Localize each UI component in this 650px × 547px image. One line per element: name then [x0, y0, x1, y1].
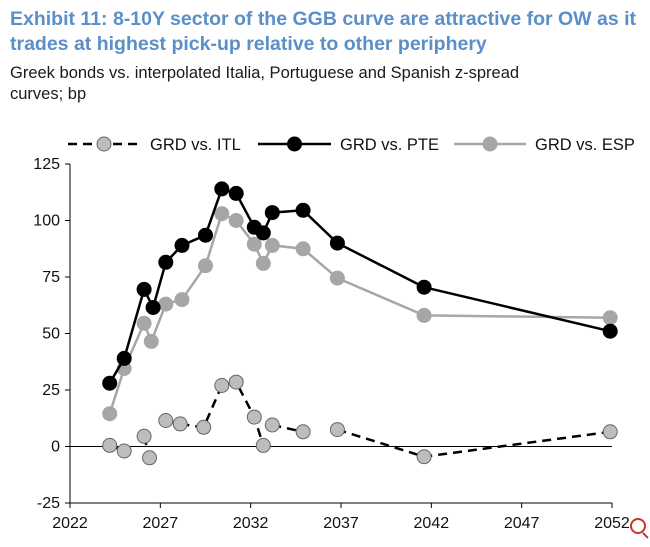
- data-point-grd-vs-pte: [145, 300, 161, 315]
- data-point-grd-vs-itl: [214, 378, 230, 393]
- data-point-grd-vs-pte: [255, 225, 271, 241]
- data-point-grd-vs-pte: [102, 375, 118, 391]
- data-point-grd-vs-pte: [198, 227, 213, 243]
- data-point-grd-vs-itl: [602, 424, 618, 440]
- series-line-grd-vs-pte: [108, 187, 611, 384]
- data-point-grd-vs-itl: [246, 409, 262, 425]
- data-point-grd-vs-itl: [102, 437, 118, 453]
- data-point-grd-vs-pte: [295, 202, 311, 218]
- data-point-grd-vs-itl: [196, 419, 212, 435]
- data-point-grd-vs-pte: [214, 181, 230, 197]
- data-point-grd-vs-itl: [264, 417, 280, 433]
- data-point-grd-vs-itl: [329, 422, 345, 438]
- data-point-grd-vs-esp: [174, 292, 190, 308]
- y-tick-label: 50: [42, 326, 60, 343]
- series-grd-vs-pte: [102, 181, 618, 391]
- data-point-grd-vs-esp: [158, 296, 174, 312]
- data-point-grd-vs-pte: [228, 185, 244, 201]
- y-tick-label: 100: [33, 213, 60, 230]
- y-tick-label: 25: [42, 382, 60, 399]
- x-tick-label: 2022: [52, 515, 88, 532]
- data-point-grd-vs-itl: [158, 413, 174, 428]
- legend-marker: [482, 136, 498, 152]
- data-point-grd-vs-esp: [255, 255, 271, 271]
- chart-subtitle: Greek bonds vs. interpolated Italia, Por…: [10, 63, 640, 105]
- data-point-grd-vs-pte: [264, 205, 280, 221]
- x-tick-label: 2037: [323, 515, 359, 532]
- data-point-grd-vs-itl: [142, 450, 157, 466]
- data-point-grd-vs-pte: [136, 281, 152, 297]
- chart-axes: -25 0 25 50 75 100 125 2022 2027 2032 2037 2042 2047…: [33, 156, 630, 532]
- x-tick-label: 2032: [233, 515, 269, 532]
- data-point-grd-vs-itl: [416, 449, 432, 465]
- x-tick-label: 2052: [594, 515, 630, 532]
- data-point-grd-vs-itl: [136, 428, 152, 444]
- chart-title: Exhibit 11: 8-10Y sector of the GGB curv…: [10, 7, 640, 57]
- x-tick-label: 2042: [414, 515, 450, 532]
- data-point-grd-vs-esp: [329, 270, 345, 286]
- legend-item-grd-vs-itl: GRD vs. ITL: [68, 136, 241, 154]
- data-point-grd-vs-itl: [295, 424, 311, 440]
- data-point-grd-vs-esp: [198, 258, 213, 274]
- series-grd-vs-esp: [102, 206, 618, 422]
- series-line-grd-vs-itl: [337, 428, 611, 458]
- y-tick-label: -25: [37, 495, 60, 512]
- legend-label: GRD vs. PTE: [340, 136, 439, 154]
- data-point-grd-vs-esp: [295, 241, 311, 257]
- legend-label: GRD vs. ITL: [150, 136, 241, 154]
- data-point-grd-vs-esp: [136, 315, 152, 331]
- data-point-grd-vs-esp: [214, 206, 230, 222]
- data-point-grd-vs-pte: [158, 254, 174, 270]
- legend-marker: [96, 136, 112, 152]
- chart-title-line-1: Exhibit 11: 8-10Y sector of the GGB curv…: [10, 8, 637, 30]
- data-point-grd-vs-itl: [116, 443, 132, 459]
- data-point-grd-vs-pte: [602, 323, 618, 339]
- data-point-grd-vs-esp: [228, 213, 244, 228]
- legend-marker: [287, 136, 302, 152]
- data-point-grd-vs-pte: [416, 279, 432, 295]
- data-point-grd-vs-esp: [416, 307, 432, 323]
- data-point-grd-vs-itl: [255, 437, 271, 453]
- chart-title-line-2: trades at highest pick-up relative to ot…: [10, 33, 487, 55]
- data-point-grd-vs-esp: [602, 310, 618, 326]
- chart-series: [102, 181, 618, 466]
- y-tick-label: 125: [33, 156, 60, 173]
- data-point-grd-vs-itl: [228, 374, 244, 390]
- x-tick-label: 2047: [504, 515, 540, 532]
- data-point-grd-vs-pte: [174, 237, 190, 253]
- data-point-grd-vs-esp: [264, 237, 280, 253]
- data-point-grd-vs-pte: [329, 235, 345, 251]
- data-point-grd-vs-pte: [116, 350, 132, 366]
- series-grd-vs-itl: [102, 374, 618, 466]
- chart-subtitle-line-2: curves; bp: [10, 85, 87, 103]
- data-point-grd-vs-esp: [143, 333, 159, 349]
- legend-item-grd-vs-esp: GRD vs. ESP: [454, 136, 635, 154]
- x-tick-label: 2027: [143, 515, 179, 532]
- zoom-icon[interactable]: [630, 518, 646, 534]
- y-tick-label: 0: [51, 439, 60, 456]
- data-point-grd-vs-esp: [102, 406, 118, 422]
- chart-subtitle-line-1: Greek bonds vs. interpolated Italia, Por…: [10, 64, 520, 82]
- chart-legend: GRD vs. ITL GRD vs. PTE GRD vs. ESP: [68, 136, 635, 154]
- data-point-grd-vs-itl: [172, 416, 188, 432]
- data-point-grd-vs-esp: [246, 236, 262, 252]
- y-tick-label: 75: [42, 269, 60, 286]
- legend-item-grd-vs-pte: GRD vs. PTE: [258, 136, 439, 154]
- legend-label: GRD vs. ESP: [535, 136, 635, 154]
- series-line-grd-vs-esp: [108, 212, 611, 415]
